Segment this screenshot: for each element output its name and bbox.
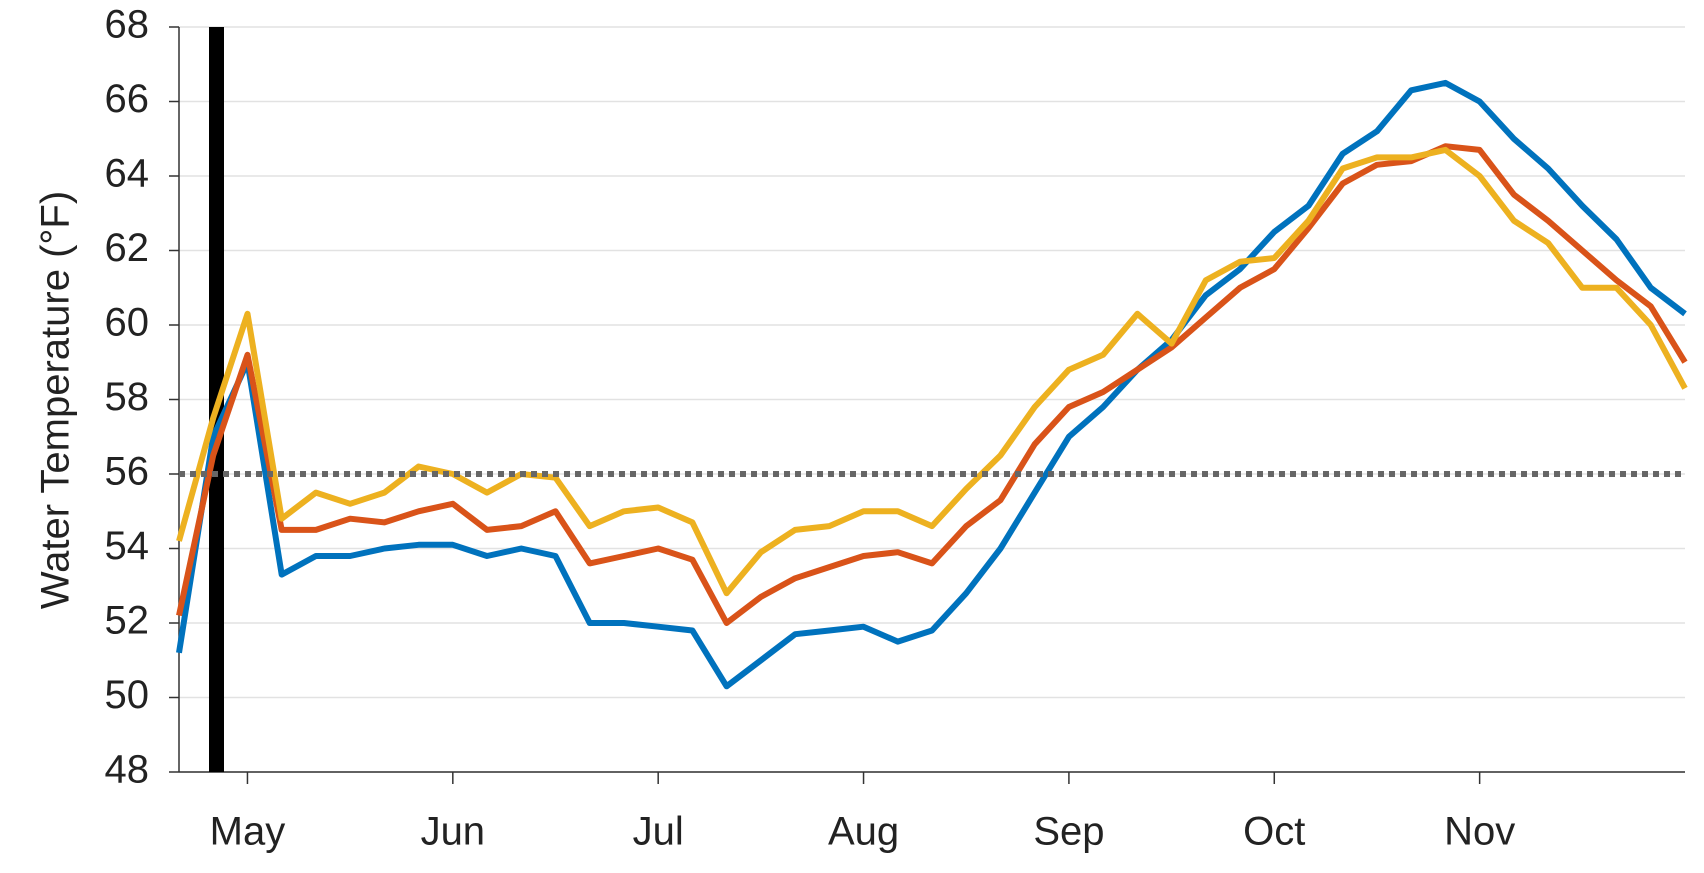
y-tick-label: 52 xyxy=(105,599,150,643)
y-tick-label: 60 xyxy=(105,301,150,345)
x-tick-label: Oct xyxy=(1243,810,1305,854)
y-tick-label: 56 xyxy=(105,450,150,494)
y-tick-label: 54 xyxy=(105,524,150,568)
x-tick-label: Jul xyxy=(633,810,684,854)
x-tick-label: Sep xyxy=(1033,810,1104,854)
series-line xyxy=(176,146,1688,597)
y-tick-label: 58 xyxy=(105,375,150,419)
x-tick-label: Jun xyxy=(421,810,486,854)
series-line xyxy=(176,79,1687,690)
y-tick-label: 48 xyxy=(105,748,150,792)
y-tick-label: 66 xyxy=(105,77,150,121)
y-tick-label: 68 xyxy=(105,3,150,47)
x-tick-label: Nov xyxy=(1444,810,1515,854)
y-tick-label: 62 xyxy=(105,226,150,270)
x-tick-label: Aug xyxy=(828,810,899,854)
x-tick-label: May xyxy=(210,810,286,854)
y-axis-title: Water Temperature (°F) xyxy=(34,191,78,609)
series-line xyxy=(176,143,1688,626)
y-tick-label: 64 xyxy=(105,152,150,196)
y-tick-label: 50 xyxy=(105,673,150,717)
